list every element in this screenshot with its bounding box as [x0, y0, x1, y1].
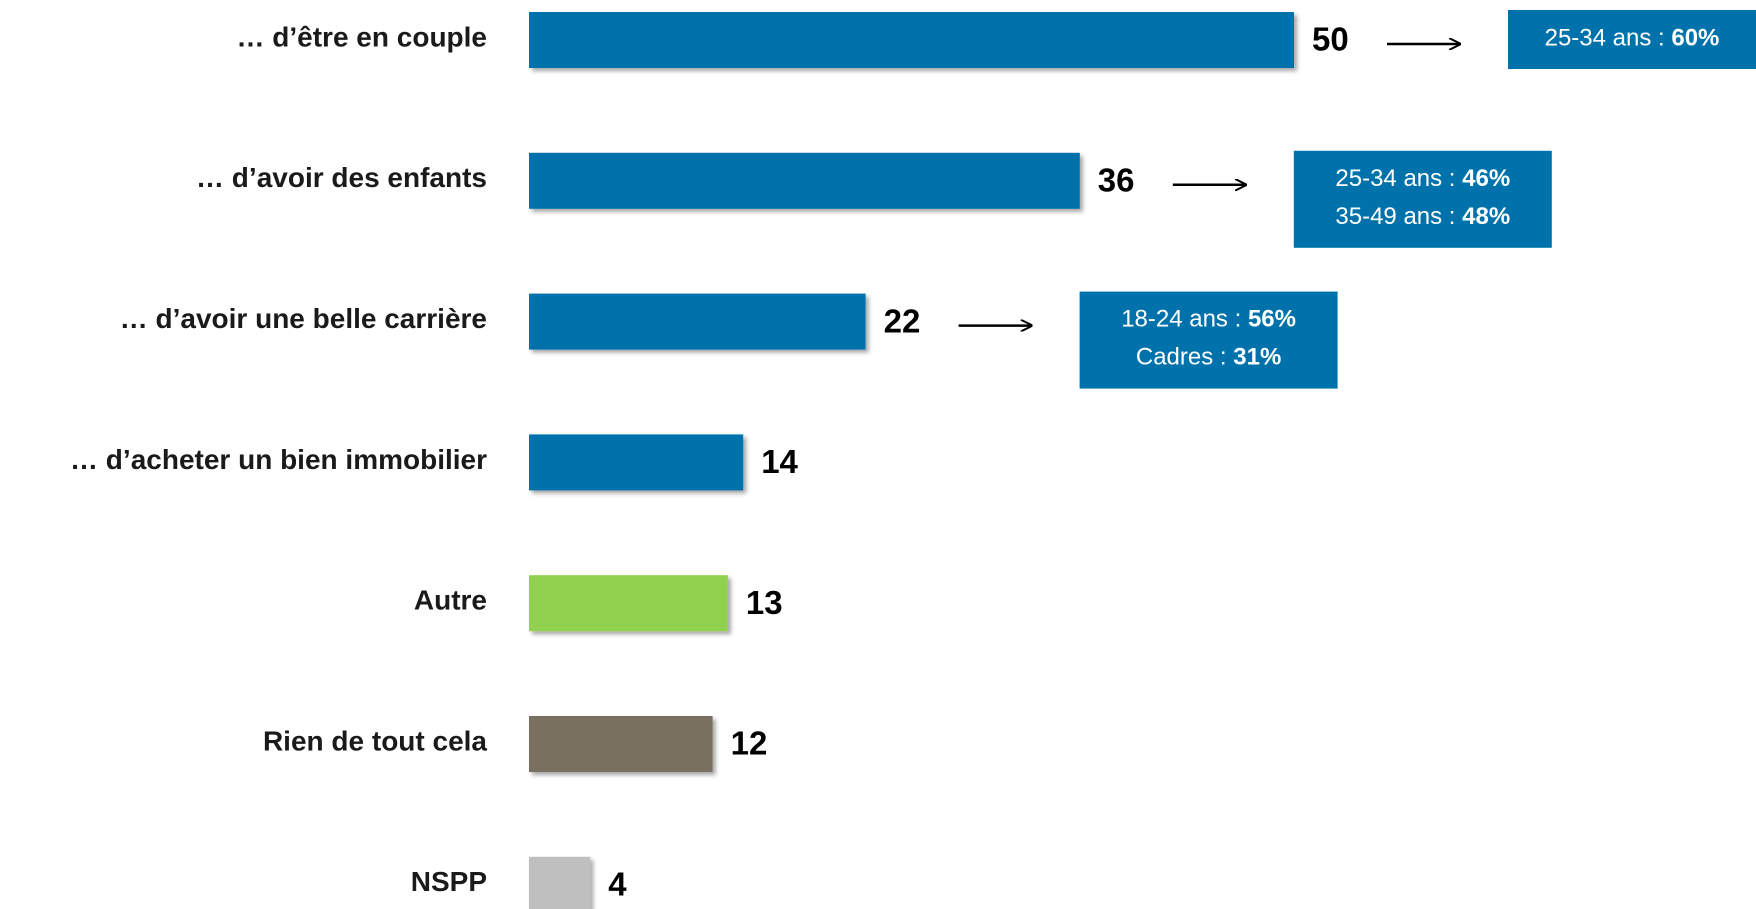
annotation-value: 46%	[1462, 165, 1510, 192]
annotation-box	[1293, 150, 1552, 248]
annotation-value: 60%	[1671, 25, 1719, 52]
annotation-box	[1508, 10, 1756, 69]
annotation-value: 56%	[1248, 306, 1296, 333]
annotation-value: 31%	[1233, 344, 1281, 371]
category-label: NSPP	[411, 866, 487, 897]
annotation-value: 48%	[1462, 203, 1510, 230]
value-label: 36	[1098, 162, 1135, 199]
category-label: … d’être en couple	[237, 21, 488, 52]
annotation-line: 25-34 ans : 60%	[1545, 25, 1720, 52]
category-label: Rien de tout cela	[263, 725, 487, 756]
category-label: … d’avoir des enfants	[196, 162, 487, 193]
bar	[529, 152, 1080, 209]
value-label: 14	[761, 443, 798, 480]
annotation-line: 25-34 ans : 46%	[1335, 165, 1510, 192]
annotation-line: 18-24 ans : 56%	[1121, 306, 1296, 333]
value-label: 22	[884, 302, 921, 339]
annotation-label: 25-34 ans :	[1545, 25, 1665, 52]
annotation-box	[1079, 291, 1338, 389]
category-label: … d’acheter un bien immobilier	[70, 444, 487, 475]
annotation-line: Cadres : 31%	[1136, 344, 1281, 371]
value-label: 13	[746, 584, 783, 621]
value-label: 50	[1312, 21, 1349, 58]
annotation-label: 18-24 ans :	[1121, 306, 1241, 333]
value-label: 4	[608, 866, 627, 903]
bar	[529, 12, 1294, 68]
value-label: 12	[731, 725, 768, 762]
annotation-label: 35-49 ans :	[1335, 203, 1455, 230]
category-label: … d’avoir une belle carrière	[120, 303, 487, 334]
annotation-label: 25-34 ans :	[1335, 165, 1455, 192]
bar	[529, 716, 713, 772]
bar	[529, 575, 728, 632]
bar	[529, 856, 591, 909]
bar	[529, 293, 866, 350]
annotation-label: Cadres :	[1136, 344, 1227, 371]
annotation-line: 35-49 ans : 48%	[1335, 203, 1510, 230]
category-label: Autre	[414, 585, 487, 616]
bar	[529, 434, 744, 491]
